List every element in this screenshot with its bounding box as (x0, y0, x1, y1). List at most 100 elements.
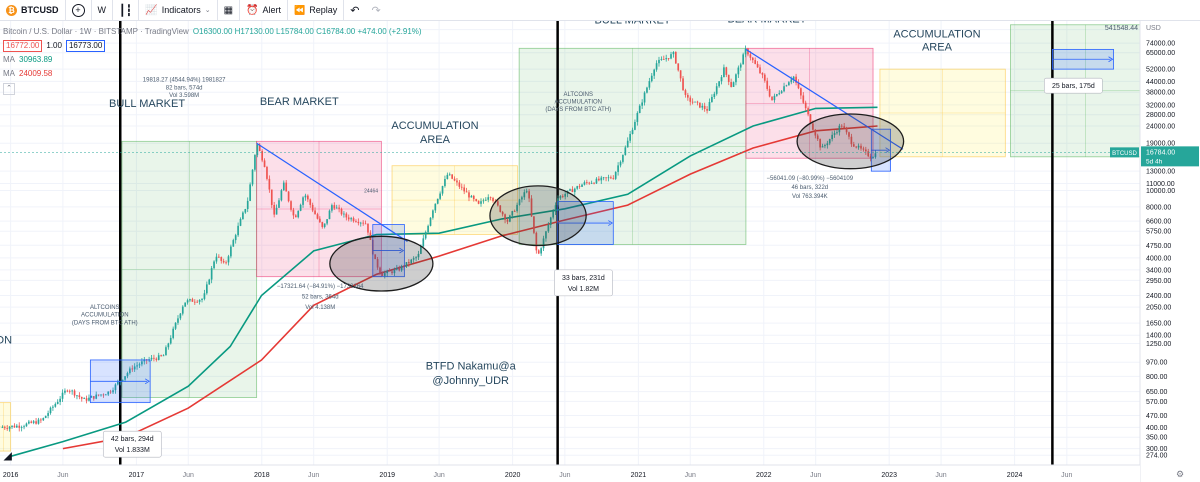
candle (559, 195, 562, 200)
candle (304, 193, 307, 201)
candle (239, 217, 242, 227)
candle (68, 389, 71, 394)
candle (13, 423, 16, 428)
candle-body (20, 427, 23, 428)
candle (326, 219, 328, 226)
candle (292, 207, 295, 219)
candle (581, 183, 583, 188)
candle-body (160, 355, 162, 357)
layouts-button[interactable]: ▦ (218, 0, 241, 20)
candle-body (56, 401, 59, 404)
candle (696, 100, 699, 106)
candle-body (40, 419, 42, 421)
candle-body (400, 266, 403, 271)
candle (126, 371, 129, 379)
candle-body (323, 223, 326, 227)
chart-type-button[interactable]: ┃┇ (113, 0, 140, 20)
annotation-text: BULL MARKET (595, 21, 671, 26)
candle (706, 106, 708, 114)
candle (8, 425, 11, 432)
candle-body (472, 195, 475, 200)
candle-body (15, 425, 18, 428)
ask-box[interactable]: 16773.00 (65, 40, 106, 52)
candle (374, 254, 377, 260)
legend-ma1-row[interactable]: MA 30963.89 (3, 53, 422, 67)
candle-body (49, 407, 52, 414)
candle-body (749, 54, 752, 58)
candle (571, 186, 574, 193)
candle-body (518, 199, 521, 205)
candle-body (193, 301, 196, 303)
candle (59, 395, 61, 406)
measure-label-bg (1044, 77, 1103, 94)
candle (689, 95, 692, 106)
interval-selector[interactable]: W (92, 0, 113, 20)
candle (564, 190, 567, 200)
candle (499, 205, 502, 213)
candle (751, 56, 754, 64)
candle (631, 127, 634, 135)
candle (867, 148, 870, 158)
candle (213, 260, 215, 270)
replay-button[interactable]: ⏪ Replay (288, 0, 345, 20)
time-axis[interactable]: 2016 Jun 2017 Jun 2018 Jun 2019 Jun 2020 Jun 2021 J… (0, 464, 1184, 482)
candle-body (367, 223, 369, 233)
candle-body (78, 395, 81, 398)
legend-ma2-row[interactable]: MA 24009.58 (3, 67, 422, 81)
candle-body (52, 406, 54, 408)
price-tick-label: 274.00 (1146, 453, 1168, 460)
candle (848, 131, 850, 140)
annotation-text: ON (0, 335, 12, 347)
price-tick-label: 38000.00 (1146, 90, 1175, 97)
indicators-button[interactable]: 📈 Indicators ⌄ (139, 0, 218, 20)
undo-button[interactable]: ↶ (344, 0, 365, 20)
candle-body (585, 182, 588, 184)
candle (477, 200, 480, 205)
candle-body (208, 279, 211, 285)
candle-body (460, 186, 463, 188)
candle-body (80, 397, 83, 399)
candle (227, 254, 230, 266)
symbol-selector[interactable]: ₿ BTCUSD (0, 0, 66, 20)
candle (617, 162, 619, 176)
alert-button[interactable]: ⏰ Alert (240, 0, 289, 20)
candle-body (225, 262, 227, 264)
spread-value: 1.00 (46, 41, 62, 50)
candle-body (391, 271, 393, 274)
candle-body (395, 268, 398, 270)
candle-body (184, 302, 187, 307)
candle (850, 133, 853, 147)
candle (347, 214, 350, 222)
candle (573, 187, 576, 196)
candle-body (588, 182, 591, 184)
candle-body (439, 193, 441, 199)
time-tick-label: Jun (1061, 472, 1072, 479)
bid-box[interactable]: 16772.00 (3, 40, 43, 52)
legend-low: L15784.00 (276, 27, 314, 36)
compare-button[interactable]: + (66, 0, 92, 20)
candle-body (177, 318, 179, 323)
candles-icon: ┃┇ (119, 4, 133, 17)
legend-change: +474.00 (+2.91%) (357, 27, 422, 36)
candle (398, 265, 401, 272)
legend-collapse-chevron-icon[interactable]: ⌃ (3, 83, 15, 95)
candle-body (687, 94, 689, 98)
candle-body (864, 149, 867, 152)
candle-body (735, 74, 737, 83)
candle (816, 133, 819, 142)
candle (622, 154, 624, 164)
candle-body (571, 189, 574, 193)
candle (331, 203, 333, 213)
redo-button[interactable]: ↷ (365, 0, 386, 20)
measure-label-bg (554, 269, 613, 297)
candle-body (699, 102, 701, 108)
candle (460, 183, 463, 191)
candle (720, 74, 723, 85)
candle-body (311, 204, 314, 211)
candle-body (602, 177, 605, 179)
price-tick-label: 19000.00 (1146, 141, 1175, 148)
candle-body (819, 139, 821, 148)
candle (528, 188, 530, 203)
